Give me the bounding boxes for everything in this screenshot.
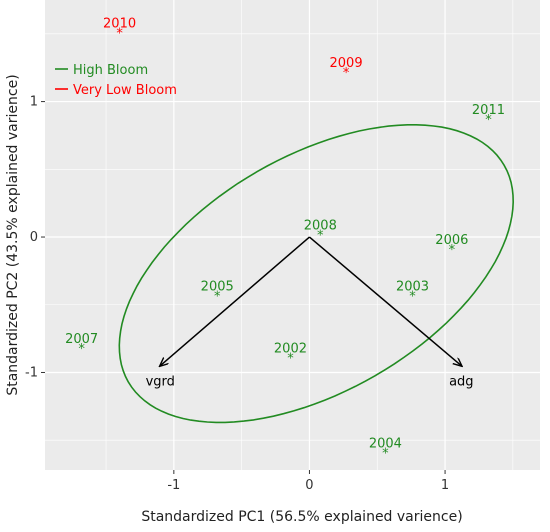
- confidence-ellipse: [118, 124, 515, 424]
- legend: High Bloom Very Low Bloom: [55, 63, 177, 98]
- axes: -1 0 1 -1 0 1: [25, 95, 449, 493]
- y-tick-label: -1: [25, 365, 38, 380]
- y-tick-label: 1: [30, 95, 38, 110]
- plot-panel: [45, 0, 540, 470]
- point-marker-2005: *: [214, 289, 221, 304]
- point-label-2008: 2008: [304, 218, 337, 233]
- point-marker-2007: *: [78, 342, 85, 357]
- point-label-2011: 2011: [472, 103, 505, 118]
- point-marker-2006: *: [449, 243, 456, 258]
- vector-adg: [308, 236, 461, 366]
- point-label-2010: 2010: [103, 17, 136, 32]
- point-label-2009: 2009: [330, 56, 363, 71]
- y-axis-title: Standardized PC2 (43.5% explained varien…: [5, 74, 21, 395]
- point-marker-2002: *: [287, 352, 294, 367]
- legend-label-1: Very Low Bloom: [73, 83, 177, 98]
- point-label-2002: 2002: [274, 342, 307, 357]
- vector-layer: vgrd adg: [146, 236, 474, 390]
- x-tick-label: 1: [441, 478, 449, 493]
- vector-vgrd: [160, 236, 310, 366]
- point-label-2003: 2003: [396, 279, 429, 294]
- point-marker-2010: *: [116, 27, 123, 42]
- point-label-2007: 2007: [65, 332, 98, 347]
- point-layer: *2011*2008*2006*2005*2003*2007*2002*2004…: [65, 17, 505, 462]
- x-axis-title: Standardized PC1 (56.5% explained varien…: [141, 509, 462, 525]
- point-label-2006: 2006: [435, 233, 468, 248]
- point-marker-2003: *: [409, 289, 416, 304]
- legend-label-0: High Bloom: [73, 63, 148, 78]
- y-tick-label: 0: [30, 230, 38, 245]
- point-marker-2004: *: [382, 446, 389, 461]
- point-marker-2008: *: [317, 228, 324, 243]
- point-label-2005: 2005: [201, 279, 234, 294]
- point-marker-2009: *: [343, 66, 350, 81]
- vector-label-vgrd: vgrd: [146, 375, 175, 390]
- x-tick-label: -1: [167, 478, 180, 493]
- point-marker-2011: *: [485, 113, 492, 128]
- point-label-2004: 2004: [369, 436, 402, 451]
- x-tick-label: 0: [305, 478, 313, 493]
- vector-label-adg: adg: [449, 375, 473, 390]
- ellipse-layer: [118, 124, 515, 424]
- gridlines: [45, 0, 540, 470]
